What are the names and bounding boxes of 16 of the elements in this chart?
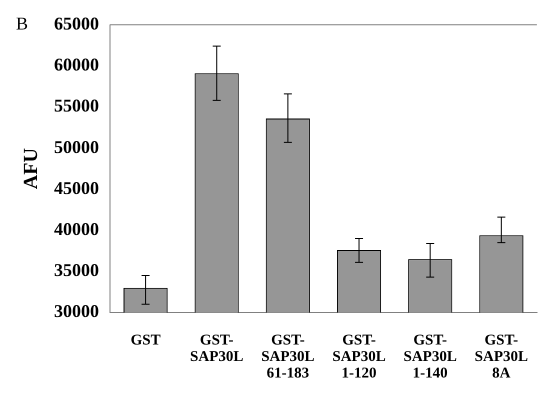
y-tick-label: 50000 [54,136,99,157]
y-tick-label: 55000 [54,96,99,116]
y-axis-title: AFU [20,148,42,190]
x-tick-label: GST- SAP30L 1-120 [332,332,386,382]
x-tick-label: GST- SAP30L 1-140 [404,332,457,382]
x-tick-label: GST- SAP30L [190,332,244,366]
x-tick-label: GST [130,332,161,349]
x-tick-label: GST- SAP30L 61-183 [261,332,315,382]
x-tick-label: GST- SAP30L 8A [474,332,528,382]
y-tick-label: 45000 [54,178,99,198]
y-tick-label: 30000 [54,301,99,322]
text: B [16,14,28,34]
y-tick-label: 40000 [54,218,99,239]
y-tick-label: 35000 [54,260,99,280]
y-tick-label: 65000 [54,13,99,34]
y-tick-label: 60000 [54,54,99,75]
